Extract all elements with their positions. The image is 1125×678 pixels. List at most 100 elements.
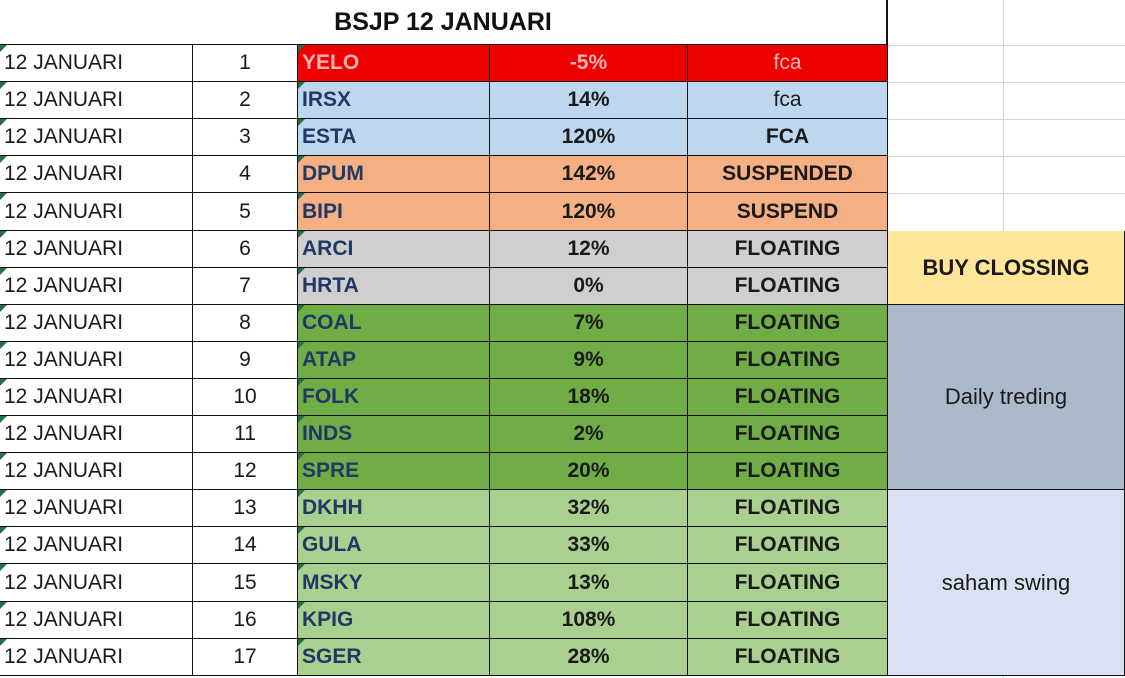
cell-no[interactable]: 3 bbox=[193, 119, 298, 156]
cell-no[interactable]: 2 bbox=[193, 82, 298, 119]
cell-status[interactable]: FLOATING bbox=[688, 602, 888, 639]
cell-pct[interactable]: 2% bbox=[490, 416, 688, 453]
cell-date[interactable]: 12 JANUARI bbox=[0, 527, 193, 564]
cell-no[interactable]: 8 bbox=[193, 305, 298, 342]
merged-cell-group-label[interactable]: saham swing bbox=[888, 490, 1125, 676]
cell-date[interactable]: 12 JANUARI bbox=[0, 156, 193, 193]
cell-pct[interactable]: 120% bbox=[490, 193, 688, 231]
cell-no[interactable]: 13 bbox=[193, 490, 298, 527]
cell-status[interactable]: SUSPENDED bbox=[688, 156, 888, 193]
cell-code[interactable]: BIPI bbox=[298, 193, 490, 231]
cell-date[interactable]: 12 JANUARI bbox=[0, 82, 193, 119]
cell-pct[interactable]: -5% bbox=[490, 45, 688, 82]
sheet-title[interactable]: BSJP 12 JANUARI bbox=[0, 0, 888, 45]
cell-date[interactable]: 12 JANUARI bbox=[0, 602, 193, 639]
cell-code[interactable]: KPIG bbox=[298, 602, 490, 639]
cell-date[interactable]: 12 JANUARI bbox=[0, 193, 193, 231]
cell-status[interactable]: FLOATING bbox=[688, 268, 888, 305]
cell-code[interactable]: DKHH bbox=[298, 490, 490, 527]
cell-date[interactable]: 12 JANUARI bbox=[0, 453, 193, 490]
cell-code[interactable]: HRTA bbox=[298, 268, 490, 305]
cell-status[interactable]: SUSPEND bbox=[688, 193, 888, 231]
cell-code[interactable]: INDS bbox=[298, 416, 490, 453]
cell-status[interactable]: FLOATING bbox=[688, 639, 888, 676]
cell-no[interactable]: 15 bbox=[193, 564, 298, 602]
cell-code[interactable]: ATAP bbox=[298, 342, 490, 379]
cell-date-text: 12 JANUARI bbox=[4, 125, 124, 148]
cell-pct[interactable]: 13% bbox=[490, 564, 688, 602]
cell-status[interactable]: FLOATING bbox=[688, 490, 888, 527]
cell-status[interactable]: FLOATING bbox=[688, 305, 888, 342]
cell-pct[interactable]: 20% bbox=[490, 453, 688, 490]
error-indicator-icon bbox=[298, 119, 305, 126]
cell-status[interactable]: fca bbox=[688, 45, 888, 82]
cell-code[interactable]: DPUM bbox=[298, 156, 490, 193]
cell-date-text: 12 JANUARI bbox=[4, 274, 124, 297]
cell-pct[interactable]: 0% bbox=[490, 268, 688, 305]
cell-no[interactable]: 7 bbox=[193, 268, 298, 305]
cell-date[interactable]: 12 JANUARI bbox=[0, 379, 193, 416]
cell-no[interactable]: 9 bbox=[193, 342, 298, 379]
cell-code-text: INDS bbox=[302, 422, 353, 445]
group-label-text: Daily treding bbox=[944, 384, 1068, 409]
cell-no[interactable]: 12 bbox=[193, 453, 298, 490]
cell-status[interactable]: FLOATING bbox=[688, 564, 888, 602]
cell-status[interactable]: FLOATING bbox=[688, 453, 888, 490]
cell-code[interactable]: GULA bbox=[298, 527, 490, 564]
cell-date[interactable]: 12 JANUARI bbox=[0, 305, 193, 342]
cell-no-text: 12 bbox=[233, 459, 257, 482]
cell-code[interactable]: COAL bbox=[298, 305, 490, 342]
cell-date[interactable]: 12 JANUARI bbox=[0, 416, 193, 453]
merged-cell-group-label[interactable]: BUY CLOSSING bbox=[888, 231, 1125, 305]
cell-no[interactable]: 16 bbox=[193, 602, 298, 639]
cell-no[interactable]: 14 bbox=[193, 527, 298, 564]
cell-pct[interactable]: 7% bbox=[490, 305, 688, 342]
cell-no[interactable]: 17 bbox=[193, 639, 298, 676]
error-indicator-icon bbox=[0, 602, 7, 609]
cell-code[interactable]: SPRE bbox=[298, 453, 490, 490]
error-indicator-icon bbox=[0, 527, 7, 534]
cell-date[interactable]: 12 JANUARI bbox=[0, 45, 193, 82]
cell-pct[interactable]: 33% bbox=[490, 527, 688, 564]
cell-status[interactable]: fca bbox=[688, 82, 888, 119]
cell-date[interactable]: 12 JANUARI bbox=[0, 342, 193, 379]
cell-no[interactable]: 11 bbox=[193, 416, 298, 453]
cell-date[interactable]: 12 JANUARI bbox=[0, 490, 193, 527]
cell-pct[interactable]: 28% bbox=[490, 639, 688, 676]
cell-pct[interactable]: 108% bbox=[490, 602, 688, 639]
cell-pct[interactable]: 18% bbox=[490, 379, 688, 416]
cell-date[interactable]: 12 JANUARI bbox=[0, 119, 193, 156]
cell-pct[interactable]: 12% bbox=[490, 231, 688, 268]
cell-no[interactable]: 6 bbox=[193, 231, 298, 268]
cell-date[interactable]: 12 JANUARI bbox=[0, 231, 193, 268]
cell-pct[interactable]: 120% bbox=[490, 119, 688, 156]
cell-no[interactable]: 4 bbox=[193, 156, 298, 193]
cell-date[interactable]: 12 JANUARI bbox=[0, 564, 193, 602]
cell-date[interactable]: 12 JANUARI bbox=[0, 268, 193, 305]
cell-no[interactable]: 1 bbox=[193, 45, 298, 82]
merged-cell-group-label[interactable]: Daily treding bbox=[888, 305, 1125, 490]
cell-code[interactable]: IRSX bbox=[298, 82, 490, 119]
cell-status[interactable]: FCA bbox=[688, 119, 888, 156]
cell-code[interactable]: ESTA bbox=[298, 119, 490, 156]
cell-status[interactable]: FLOATING bbox=[688, 527, 888, 564]
cell-no-text: 10 bbox=[233, 385, 257, 408]
cell-pct[interactable]: 142% bbox=[490, 156, 688, 193]
cell-code[interactable]: YELO bbox=[298, 45, 490, 82]
cell-status[interactable]: FLOATING bbox=[688, 342, 888, 379]
cell-pct[interactable]: 9% bbox=[490, 342, 688, 379]
cell-status[interactable]: FLOATING bbox=[688, 379, 888, 416]
cell-code[interactable]: SGER bbox=[298, 639, 490, 676]
cell-code-text: COAL bbox=[302, 311, 362, 334]
cell-status[interactable]: FLOATING bbox=[688, 231, 888, 268]
cell-status[interactable]: FLOATING bbox=[688, 416, 888, 453]
cell-date[interactable]: 12 JANUARI bbox=[0, 639, 193, 676]
cell-code[interactable]: MSKY bbox=[298, 564, 490, 602]
cell-code[interactable]: FOLK bbox=[298, 379, 490, 416]
cell-no[interactable]: 5 bbox=[193, 193, 298, 231]
cell-pct[interactable]: 14% bbox=[490, 82, 688, 119]
cell-no[interactable]: 10 bbox=[193, 379, 298, 416]
cell-pct[interactable]: 32% bbox=[490, 490, 688, 527]
cell-code[interactable]: ARCI bbox=[298, 231, 490, 268]
cell-date-text: 12 JANUARI bbox=[4, 88, 124, 111]
